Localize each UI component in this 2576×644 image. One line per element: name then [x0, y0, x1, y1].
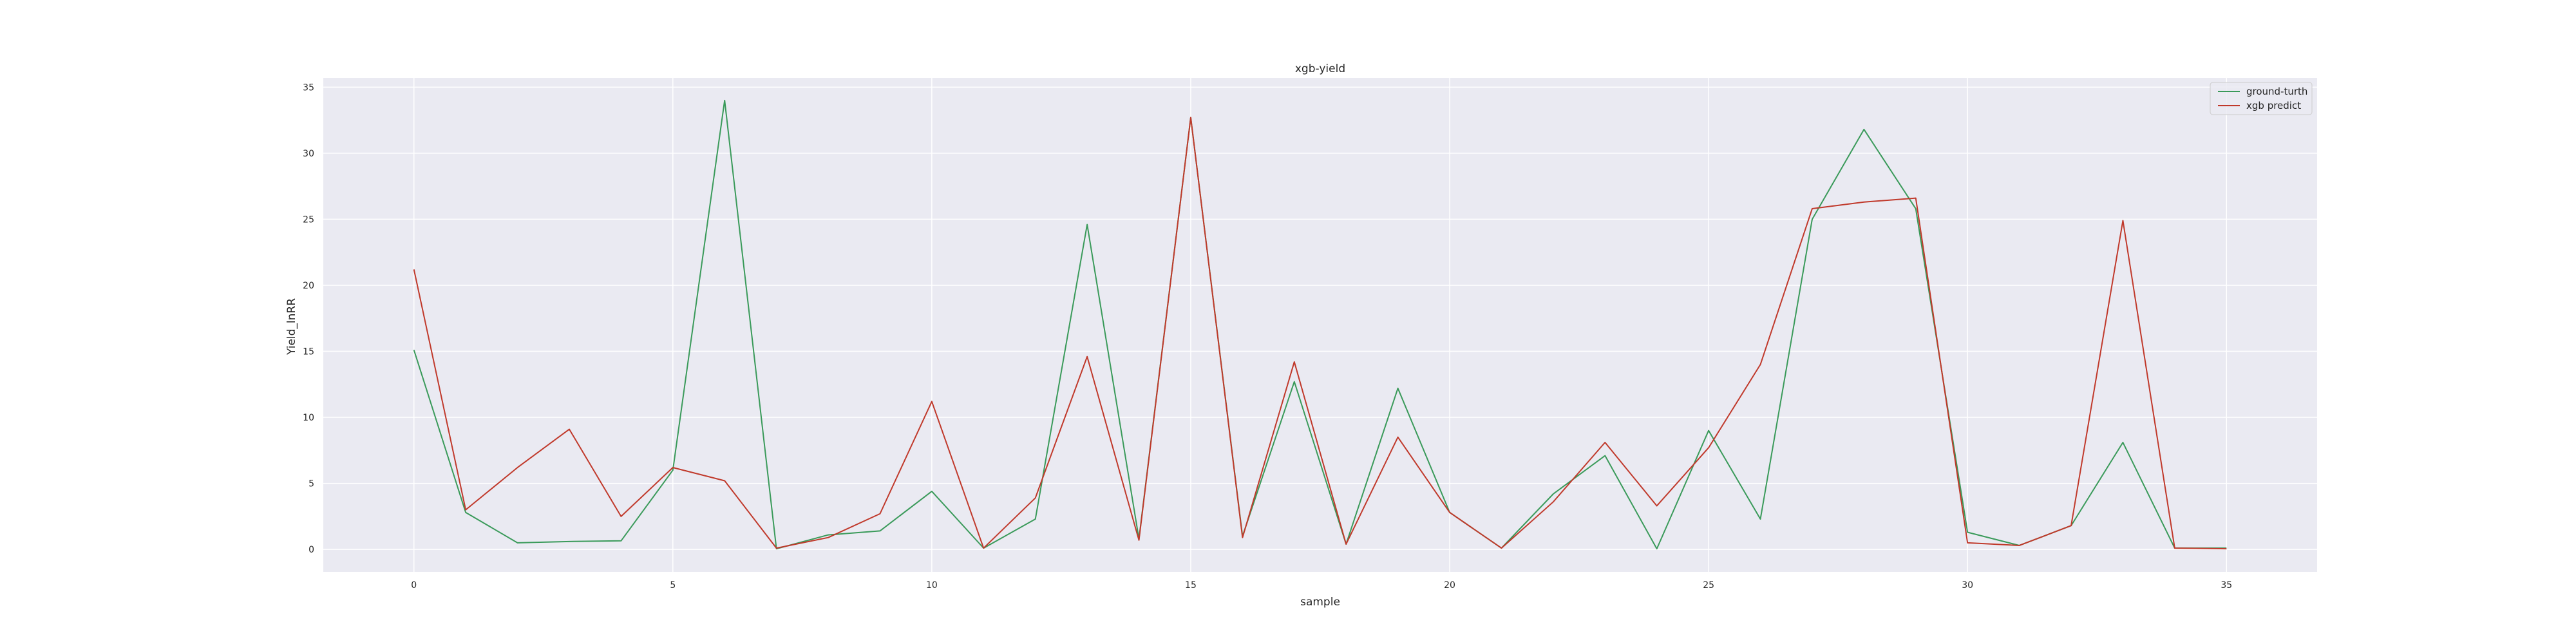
x-tick-label: 10 — [926, 580, 938, 591]
chart-title: xgb-yield — [1295, 62, 1345, 75]
y-tick-label: 35 — [303, 82, 314, 93]
tick-labels: 0 5 10 15 20 25 30 35 0 5 10 15 20 25 30 35 — [303, 82, 2232, 591]
legend-box — [2210, 82, 2313, 115]
x-tick-label: 30 — [1962, 580, 1973, 591]
y-tick-label: 30 — [303, 149, 314, 159]
y-axis-label: Yield_lnRR — [285, 298, 298, 355]
series-line-ground-turth — [413, 99, 2227, 550]
x-axis-label: sample — [1300, 596, 1340, 609]
x-tick-label: 35 — [2221, 580, 2232, 591]
x-tick-label: 20 — [1444, 580, 1455, 591]
series-lines — [413, 99, 2227, 550]
series-line-xgb-predict — [413, 117, 2227, 550]
y-tick-label: 5 — [308, 479, 314, 489]
x-tick-label: 15 — [1185, 580, 1197, 591]
x-tick-label: 25 — [1703, 580, 1714, 591]
plot-area — [323, 78, 2317, 572]
y-tick-label: 15 — [303, 347, 314, 357]
y-tick-label: 20 — [303, 281, 314, 291]
legend-label-xgb-predict: xgb predict — [2246, 100, 2301, 111]
y-tick-label: 25 — [303, 214, 314, 225]
x-tick-label: 5 — [670, 580, 676, 591]
y-tick-label: 10 — [303, 413, 314, 423]
legend: ground-turth xgb predict — [2210, 82, 2313, 115]
grid — [323, 78, 2317, 572]
legend-label-ground-turth: ground-turth — [2246, 86, 2307, 97]
x-tick-label: 0 — [411, 580, 417, 591]
y-tick-label: 0 — [308, 545, 314, 555]
